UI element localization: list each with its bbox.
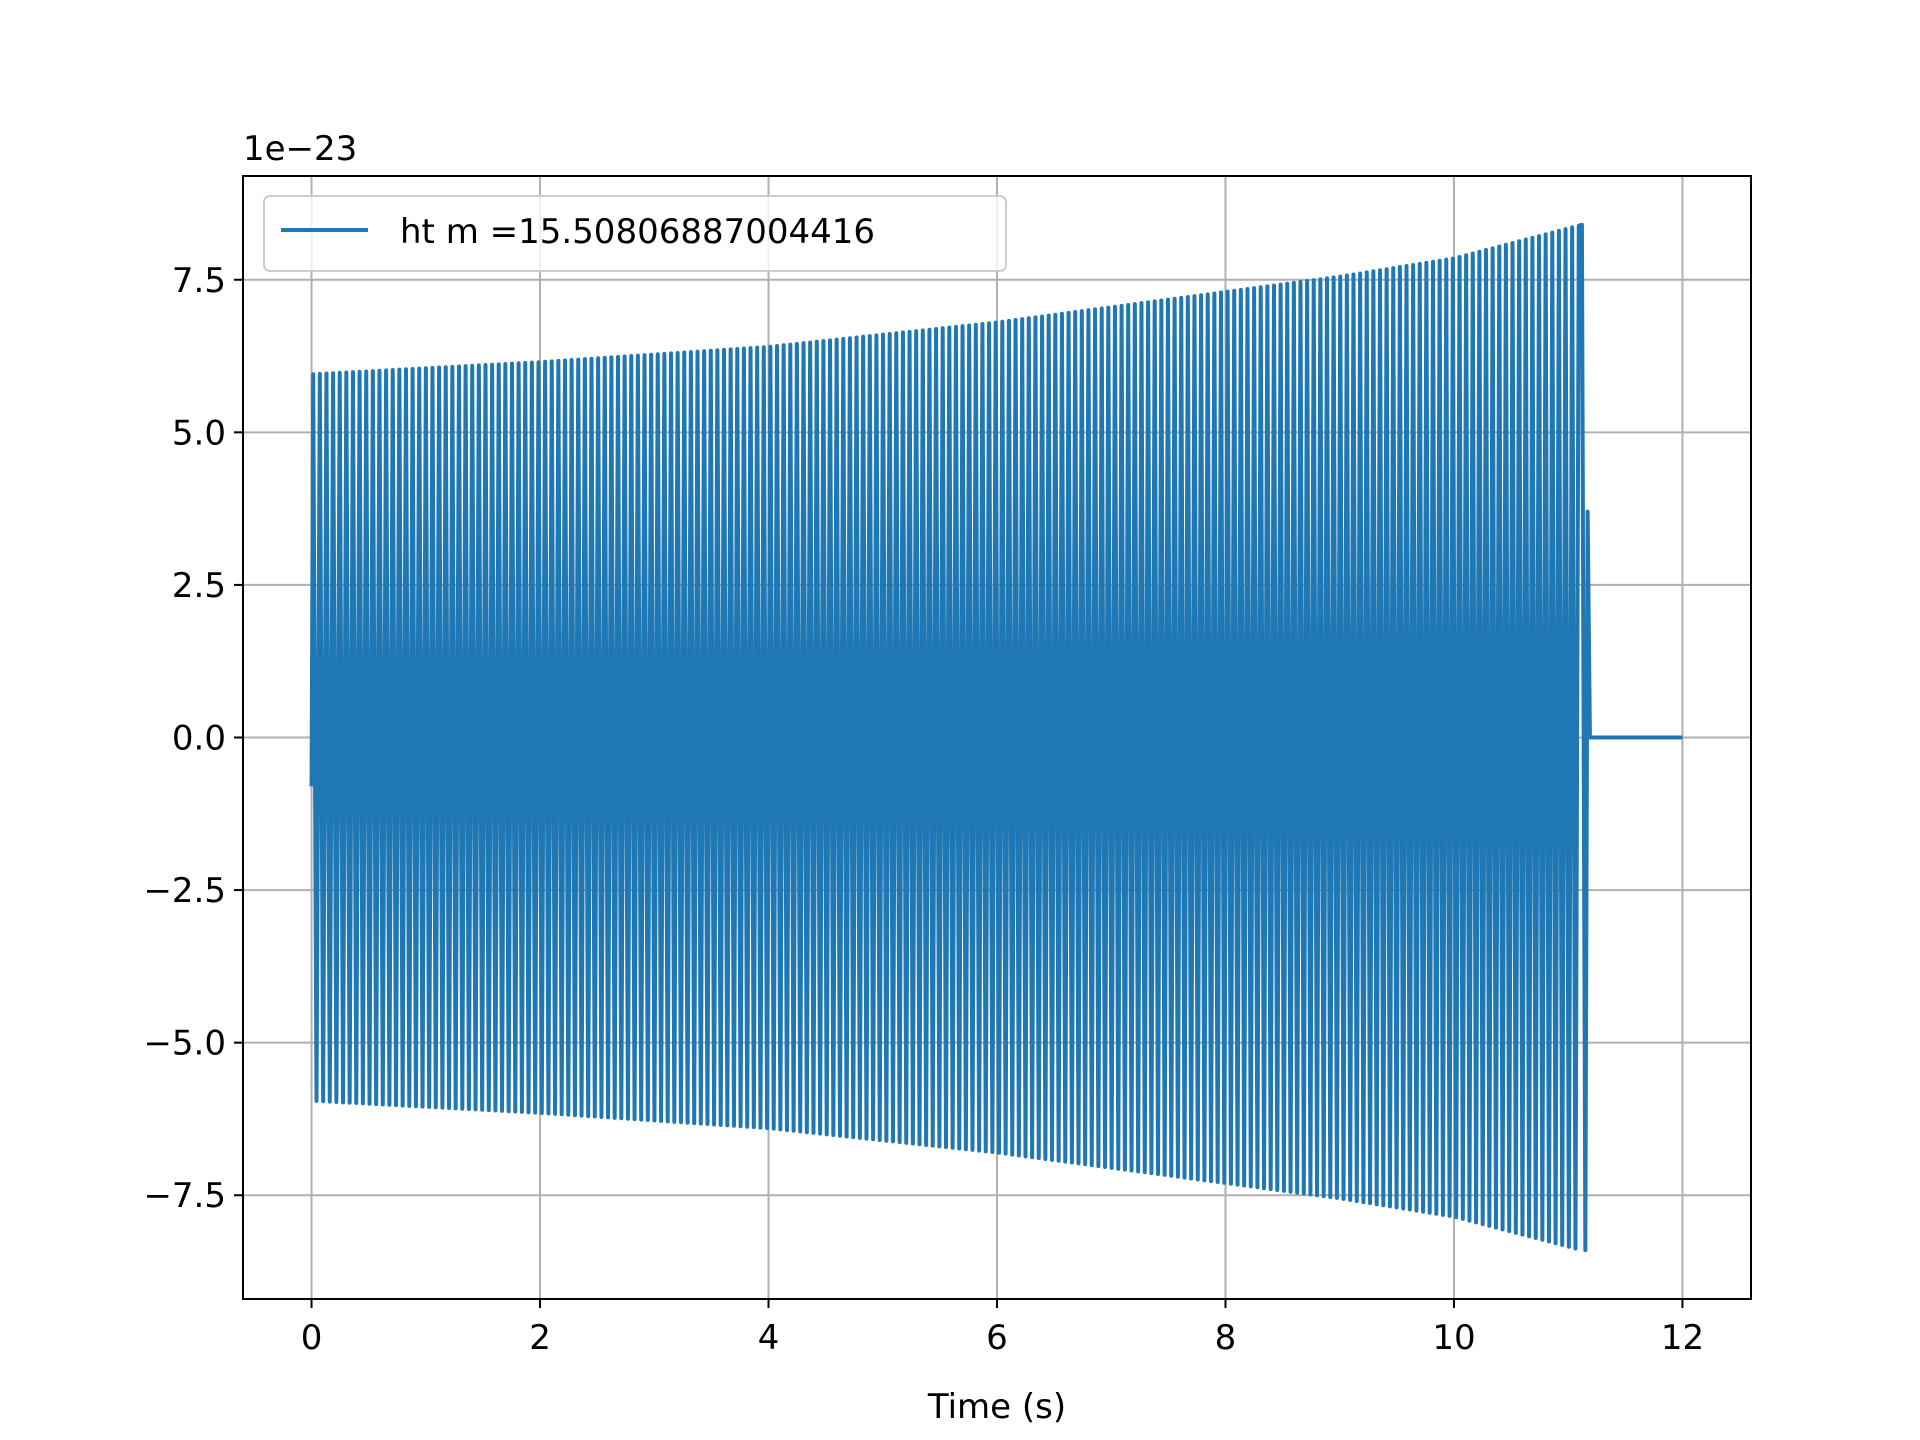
y-tick-label: −2.5 <box>143 871 226 911</box>
x-tick-label: 2 <box>529 1318 551 1358</box>
y-tick-label: −7.5 <box>143 1176 226 1216</box>
y-tick-label: 0.0 <box>172 719 226 759</box>
legend-box <box>263 195 1007 272</box>
series-layer <box>309 222 1683 1253</box>
legend-label: ht m =15.50806887004416 <box>400 212 875 252</box>
legend: ht m =15.50806887004416 <box>263 195 1007 272</box>
y-tick-label: −5.0 <box>143 1024 226 1064</box>
y-tick-label: 5.0 <box>172 413 226 453</box>
y-tick-label: 7.5 <box>172 261 226 301</box>
x-tick-label: 10 <box>1432 1318 1475 1358</box>
series-line-ht <box>309 222 1683 1253</box>
y-axis-offset-label: 1e−23 <box>243 129 357 169</box>
x-tick-label: 12 <box>1661 1318 1704 1358</box>
x-tick-label: 0 <box>301 1318 323 1358</box>
x-axis-title: Time (s) <box>927 1387 1066 1427</box>
ticks-layer: 0 2 4 6 8 10 12 7.5 5.0 2.5 0.0 −2.5 −5.0 −7.5 <box>143 261 1704 1358</box>
x-tick-label: 8 <box>1215 1318 1237 1358</box>
y-tick-label: 2.5 <box>172 566 226 606</box>
x-tick-label: 4 <box>758 1318 780 1358</box>
x-tick-label: 6 <box>986 1318 1008 1358</box>
